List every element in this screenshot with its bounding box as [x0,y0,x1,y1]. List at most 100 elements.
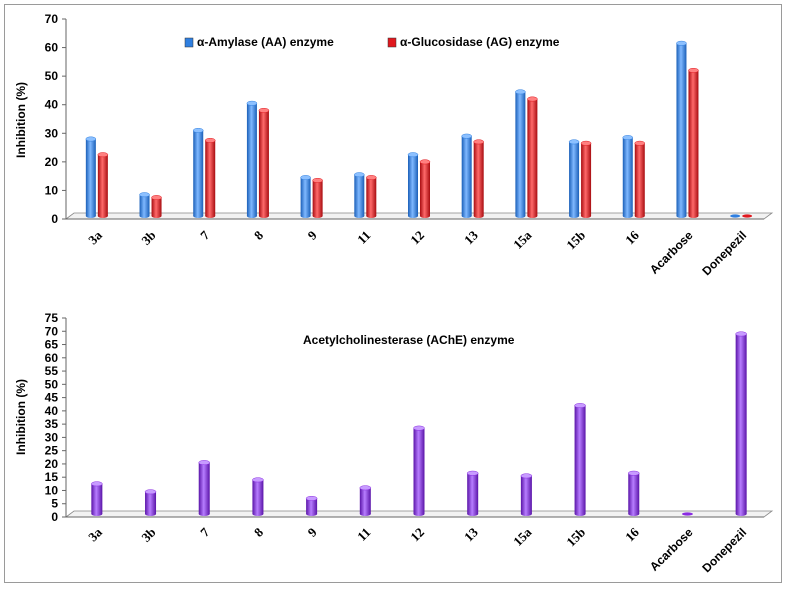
bar-cap [198,460,210,466]
y-tick-label: 40 [45,98,59,112]
bar [628,473,640,514]
category-label: Acarbose [647,228,696,277]
bar-base [622,214,633,218]
y-tick-label: 30 [45,126,59,140]
y-tick-label: 30 [45,430,59,444]
bar-base [97,214,108,218]
bar-cap [580,140,592,146]
bar [97,154,108,216]
bar-base [198,512,210,516]
y-tick-label: 35 [45,417,59,431]
bar-base [408,214,418,218]
bar-cap [366,175,377,181]
category-label: 9 [305,227,321,243]
bar-base [413,512,425,516]
y-tick-label: 40 [45,404,59,418]
y-tick-label: 0 [51,212,58,226]
category-label: Donepezil [699,228,749,278]
bar-cap [300,175,311,181]
category-label: 3b [138,228,158,248]
legend-label: Acetylcholinesterase (AChE) enzyme [303,333,515,347]
bar-base [628,512,640,516]
bar-base [688,214,699,218]
bar-base [515,214,526,218]
bar-cap [85,136,97,142]
bar-cap [305,495,318,501]
category-label: 7 [197,524,213,540]
bar-cap [568,139,580,145]
bar-base [527,214,538,218]
bar-cap [574,403,586,409]
bar-base [85,214,96,218]
y-tick-label: 45 [45,391,59,405]
legend-label: α-Glucosidase (AG) enzyme [400,35,560,49]
bar-base [676,214,687,218]
bar-cap [91,481,103,487]
y-tick-label: 0 [51,510,58,524]
category-label: 12 [407,228,427,248]
y-tick-label: 50 [45,69,59,83]
legend-swatch [387,37,397,48]
bar-base [574,512,586,516]
bar-base [634,214,645,218]
bar-base [420,214,430,218]
bar-cap [139,192,150,198]
bar-base [581,214,592,218]
bar-base [569,214,580,218]
y-tick-label: 20 [45,155,59,169]
bar-base [252,512,264,516]
bar [413,428,425,514]
bar [676,43,687,217]
y-tick-label: 20 [45,457,59,471]
bar [306,498,318,514]
category-label: 8 [251,524,267,540]
bar [527,99,538,216]
bar [151,197,162,216]
y-tick-label: 50 [45,377,59,391]
y-tick-label: 70 [45,12,59,26]
bar-cap [735,331,747,337]
bar-cap [252,477,264,483]
bar [246,103,257,216]
legend-swatch [184,37,194,48]
bar [735,333,747,514]
category-label: 15a [510,227,535,252]
bar-cap [622,135,634,141]
bar-base [151,214,162,218]
bar [359,487,371,514]
bar-cap [419,159,431,165]
bar [85,139,96,216]
bar-base [306,512,318,516]
bar-cap [676,40,687,46]
bar [420,161,430,216]
category-label: Acarbose [647,525,696,574]
bar-cap [246,100,258,106]
bar-base [735,512,747,516]
bar-cap [527,96,538,102]
amylase-glucosidase-chart: 0 10 20 30 40 50 60 70 Inhibition (%) 3a 3b 7 8 9 11 12… [14,12,774,278]
category-label: 15b [563,228,588,253]
bar [461,136,472,216]
category-label: 16 [622,524,642,544]
y-tick-label: 15 [45,470,59,484]
floor [64,212,774,220]
y-tick-label: 5 [51,497,58,511]
category-label: 15a [510,524,535,549]
bar [354,174,365,216]
y-tick-label: 55 [45,364,59,378]
bar [139,194,150,216]
legend-label: α-Amylase (AA) enzyme [197,35,334,49]
bar [581,143,592,216]
bar-cap [466,470,479,476]
bar [312,180,323,216]
bar-cap [515,89,526,95]
bar-base [354,214,365,218]
bar-cap [628,470,640,476]
bar-base [312,214,323,218]
y-tick-label: 65 [45,338,59,352]
category-label: Donepezil [699,525,749,575]
category-label: 3b [138,525,158,545]
bar [258,110,269,216]
